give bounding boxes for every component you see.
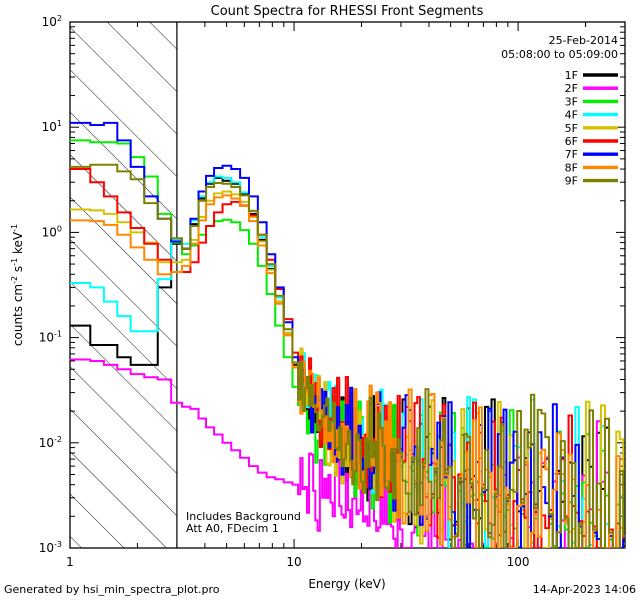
legend: 25-Feb-2014 05:08:00 to 05:09:00 1F2F3F4…	[501, 34, 618, 188]
x-tick-labels: 1 10 100	[66, 555, 529, 569]
y-tick-label: 100	[42, 224, 62, 239]
legend-label-3f: 3F	[565, 95, 578, 108]
series-line-9f	[70, 163, 625, 548]
legend-label-5f: 5F	[565, 122, 578, 135]
y-tick-labels: 10-3 10-2 10-1 100 101 102	[39, 14, 62, 555]
y-axis-label: counts cm-2 s-1 keV-1	[10, 224, 25, 346]
page-title: Count Spectra for RHESSI Front Segments	[211, 4, 484, 19]
legend-date: 25-Feb-2014	[549, 34, 618, 47]
legend-label-7f: 7F	[565, 148, 578, 161]
background-note: Includes Background	[186, 510, 301, 523]
legend-label-9f: 9F	[565, 175, 578, 188]
legend-label-8f: 8F	[565, 161, 578, 174]
attenuator-note: Att A0, FDecim 1	[186, 522, 279, 535]
legend-label-2f: 2F	[565, 82, 578, 95]
x-tick-label: 10	[286, 555, 301, 569]
legend-label-6f: 6F	[565, 135, 578, 148]
footer-generated-by: Generated by hsi_min_spectra_plot.pro	[4, 583, 220, 596]
y-tick-label: 10-3	[39, 540, 62, 555]
svg-text:counts cm-2 s-1 keV-1: counts cm-2 s-1 keV-1	[10, 224, 25, 346]
legend-label-4f: 4F	[565, 109, 578, 122]
x-tick-label: 100	[507, 555, 530, 569]
y-tick-label: 10-2	[39, 435, 62, 450]
legend-label-1f: 1F	[565, 69, 578, 82]
data-curves	[70, 121, 625, 548]
y-tick-label: 102	[42, 14, 62, 29]
x-tick-label: 1	[66, 555, 74, 569]
x-axis-label: Energy (keV)	[308, 577, 385, 591]
hatched-low-energy-region	[70, 22, 178, 548]
footer-timestamp: 14-Apr-2023 14:06	[533, 583, 636, 596]
y-tick-label: 10-1	[39, 330, 62, 345]
legend-time-range: 05:08:00 to 05:09:00	[501, 48, 618, 61]
series-line-8f	[70, 194, 625, 548]
y-tick-label: 101	[42, 119, 62, 134]
